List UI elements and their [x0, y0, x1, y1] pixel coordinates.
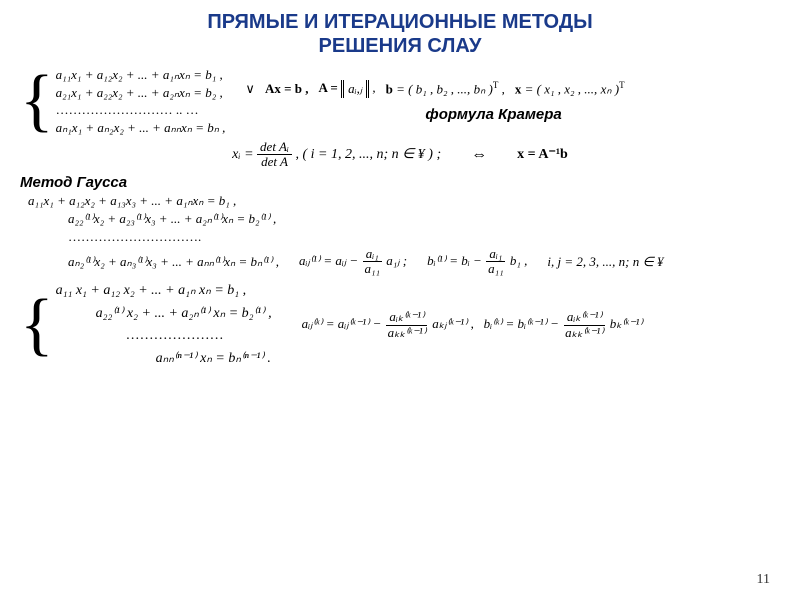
sys1-l2: a₂₁x₁ + a₂₂x₂ + ... + a₂ₙxₙ = b₂ ,: [56, 84, 226, 102]
frac-k2: aᵢₖ⁽ᵏ⁻¹⁾ aₖₖ⁽ᵏ⁻¹⁾: [562, 310, 606, 340]
comma: ,: [372, 80, 375, 95]
kn1: aᵢₖ⁽ᵏ⁻¹⁾: [386, 310, 427, 325]
s2-l2: a₂₂⁽¹⁾ x₂ + ... + a₂ₙ⁽¹⁾ xₙ = b₂⁽¹⁾ ,: [96, 303, 272, 325]
cramer-tail: , ( i = 1, 2, ..., n; n ∈ ¥ ) ;: [295, 147, 441, 162]
g1-l2: a₂₂⁽¹⁾x₂ + a₂₃⁽¹⁾x₃ + ... + a₂ₙ⁽¹⁾xₙ = b…: [68, 211, 780, 227]
matrix-defs: ∨ Ax = b , A = aᵢ,ⱼ , b = ( b₁ , b₂ , ..…: [245, 80, 780, 123]
kn2: aᵢₖ⁽ᵏ⁻¹⁾: [564, 310, 605, 325]
g1-l1: a₁₁x₁ + a₁₂x₂ + a₁₃x₃ + ... + a₁ₙxₙ = b₁…: [28, 193, 780, 209]
frac-k1: aᵢₖ⁽ᵏ⁻¹⁾ aₖₖ⁽ᵏ⁻¹⁾: [385, 310, 429, 340]
aij1: aᵢⱼ⁽¹⁾ = aᵢⱼ −: [299, 253, 362, 268]
f1n: aᵢ₁: [363, 247, 382, 262]
bik: bᵢ⁽ᵏ⁾ = bᵢ⁽ᵏ⁻¹⁾ −: [484, 316, 563, 331]
x-def: = ( x₁ , x₂ , ..., xₙ ): [521, 81, 619, 96]
sys1-l3: ……………………… .. …: [56, 101, 226, 119]
gauss-step-1: a₁₁x₁ + a₁₂x₂ + a₁₃x₃ + ... + a₁ₙxₙ = b₁…: [28, 193, 780, 277]
page-number: 11: [757, 572, 770, 588]
a1j: a₁ⱼ ;: [386, 253, 407, 268]
frac-b: aᵢ₁ a₁₁: [485, 247, 507, 277]
f1d: a₁₁: [361, 262, 383, 276]
matrix-norm: aᵢ,ⱼ: [341, 80, 369, 98]
bk: bₖ⁽ᵏ⁻¹⁾: [610, 316, 643, 331]
system-1: { a₁₁x₁ + a₁₂x₂ + ... + a₁ₙxₙ = b₁ , a₂₁…: [20, 66, 225, 136]
g1-l4: aₙ₂⁽¹⁾x₂ + aₙ₃⁽¹⁾x₃ + ... + aₙₙ⁽¹⁾xₙ = b…: [68, 254, 279, 270]
top-area: { a₁₁x₁ + a₁₂x₂ + ... + a₁ₙxₙ = b₁ , a₂₁…: [20, 66, 780, 136]
system-2-lines: a₁₁ x₁ + a₁₂ x₂ + ... + a₁ₙ xₙ = b₁ , a₂…: [56, 280, 272, 370]
brace-icon-2: {: [20, 297, 54, 353]
system-2: { a₁₁ x₁ + a₁₂ x₂ + ... + a₁ₙ xₙ = b₁ , …: [20, 280, 272, 370]
ij-tail: i, j = 2, 3, ..., n; n ∈ ¥: [547, 254, 663, 270]
cramer-formula: xᵢ = det Aᵢ det A , ( i = 1, 2, ..., n; …: [20, 140, 780, 170]
kd2: aₖₖ⁽ᵏ⁻¹⁾: [562, 326, 606, 340]
xi: xᵢ =: [232, 147, 257, 162]
aijk: aᵢⱼ⁽ᵏ⁾ = aᵢⱼ⁽ᵏ⁻¹⁾ −: [302, 316, 385, 331]
cramer-label: формула Крамера: [425, 106, 780, 123]
k-step-formulas: aᵢⱼ⁽ᵏ⁾ = aᵢⱼ⁽ᵏ⁻¹⁾ − aᵢₖ⁽ᵏ⁻¹⁾ aₖₖ⁽ᵏ⁻¹⁾ aₖ…: [302, 310, 643, 340]
bi1: bᵢ⁽¹⁾ = bᵢ −: [427, 253, 485, 268]
b-def: = ( b₁ , b₂ , ..., bₙ ): [393, 81, 493, 96]
system-1-lines: a₁₁x₁ + a₁₂x₂ + ... + a₁ₙxₙ = b₁ , a₂₁x₁…: [56, 66, 226, 136]
brace-icon: {: [20, 73, 54, 129]
T1: T: [493, 80, 499, 90]
bottom-row: { a₁₁ x₁ + a₁₂ x₂ + ... + a₁ₙ xₙ = b₁ , …: [20, 280, 780, 370]
title-line-2: РЕШЕНИЯ СЛАУ: [319, 35, 482, 57]
b1: b₁ ,: [510, 253, 528, 268]
slide-title: ПРЯМЫЕ И ИТЕРАЦИОННЫЕ МЕТОДЫ РЕШЕНИЯ СЛА…: [20, 10, 780, 58]
detAi: det Aᵢ: [257, 140, 292, 155]
sys1-l4: aₙ₁x₁ + aₙ₂x₂ + ... + aₙₙxₙ = bₙ ,: [56, 119, 226, 137]
aij: aᵢ,ⱼ: [348, 81, 362, 96]
gauss-label: Метод Гаусса: [20, 174, 780, 191]
akj: aₖⱼ⁽ᵏ⁻¹⁾ ,: [432, 316, 474, 331]
detA: det A: [258, 155, 291, 169]
A-eq: A =: [318, 80, 341, 95]
frac-detA: det Aᵢ det A: [257, 140, 292, 170]
s2-l4: aₙₙ⁽ⁿ⁻¹⁾ xₙ = bₙ⁽ⁿ⁻¹⁾ .: [156, 348, 272, 370]
g1-l3: ………………………….: [68, 229, 780, 245]
x-A-inv-b: x = A⁻¹b: [517, 147, 568, 162]
f1d2: a₁₁: [485, 262, 507, 276]
s2-l1: a₁₁ x₁ + a₁₂ x₂ + ... + a₁ₙ xₙ = b₁ ,: [56, 280, 272, 302]
equiv-symbol: ⇔: [471, 146, 487, 164]
frac-a: aᵢ₁ a₁₁: [361, 247, 383, 277]
or-symbol: ∨: [245, 81, 255, 97]
T2: T: [619, 80, 625, 90]
f1n2: aᵢ₁: [486, 247, 505, 262]
kd1: aₖₖ⁽ᵏ⁻¹⁾: [385, 326, 429, 340]
title-line-1: ПРЯМЫЕ И ИТЕРАЦИОННЫЕ МЕТОДЫ: [207, 11, 592, 33]
Ax-eq-b: Ax = b ,: [265, 81, 309, 96]
sys1-l1: a₁₁x₁ + a₁₂x₂ + ... + a₁ₙxₙ = b₁ ,: [56, 66, 226, 84]
coef-row-1: aₙ₂⁽¹⁾x₂ + aₙ₃⁽¹⁾x₃ + ... + aₙₙ⁽¹⁾xₙ = b…: [28, 247, 780, 277]
s2-l3: …………………: [126, 325, 272, 347]
